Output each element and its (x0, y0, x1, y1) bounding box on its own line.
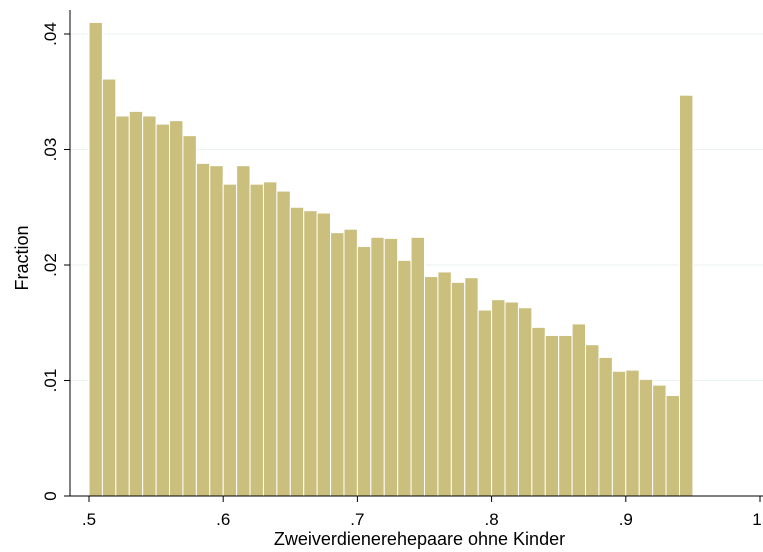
histogram-bar (343, 228, 358, 497)
histogram-bar (410, 236, 425, 497)
histogram-bar (115, 115, 130, 497)
histogram-bar (585, 344, 600, 497)
x-tick-label: .7 (350, 510, 364, 529)
histogram-bar (209, 165, 224, 497)
axes (64, 10, 763, 502)
histogram-bar (303, 210, 318, 497)
histogram-bar (101, 78, 117, 497)
histogram-bar (625, 369, 640, 497)
y-tick-label: 0 (41, 491, 60, 500)
y-tick-label: .03 (41, 138, 60, 162)
histogram-bar (571, 323, 587, 497)
histogram-bar (638, 378, 654, 497)
histogram-bar (450, 281, 466, 497)
histogram-bar (611, 370, 627, 497)
histogram-bar (477, 309, 493, 497)
histogram-bar (276, 190, 291, 497)
histogram-bar (195, 162, 211, 497)
histogram-bar (155, 123, 171, 497)
histogram-bar (182, 135, 197, 497)
histogram-bar (222, 183, 238, 497)
x-tick-label: .6 (216, 510, 230, 529)
x-tick-label: .5 (82, 510, 96, 529)
histogram-bar (558, 334, 573, 497)
histogram-bar (249, 183, 264, 497)
histogram-bar (464, 277, 479, 497)
histogram-bar (598, 356, 613, 497)
bars (88, 21, 694, 497)
histogram-bar (678, 94, 694, 497)
histogram-bar (316, 212, 332, 497)
histogram-bar (236, 165, 251, 497)
tick-labels: 0 .01 .02 .03 .04 .5 .6 .7 .8 .9 1 (41, 22, 762, 529)
histogram-bar (504, 301, 519, 497)
histogram-bar (652, 384, 667, 497)
histogram-bar (531, 326, 546, 497)
histogram-bar (128, 110, 144, 497)
histogram-bar (517, 307, 533, 497)
histogram-bar (665, 395, 680, 497)
histogram-bar (356, 246, 372, 497)
histogram-bar (88, 21, 103, 497)
y-tick-label: .02 (41, 253, 60, 277)
histogram-bar (289, 206, 305, 497)
histogram-bar (491, 299, 506, 497)
histogram-bar (397, 259, 412, 497)
histogram-bar (424, 276, 439, 497)
histogram-bar (370, 236, 385, 497)
x-tick-label: 1 (752, 510, 761, 529)
histogram-bar (262, 181, 278, 497)
x-axis-title: Zweiverdienerehepaare ohne Kinder (274, 529, 565, 549)
histogram-bar (330, 232, 345, 497)
x-tick-label: .9 (619, 510, 633, 529)
histogram-bar (169, 120, 184, 497)
y-tick-label: .01 (41, 369, 60, 393)
x-tick-label: .8 (485, 510, 499, 529)
histogram-bar (437, 271, 452, 497)
histogram-bar (142, 115, 157, 497)
histogram-bar (544, 334, 560, 497)
histogram-bar (383, 237, 399, 497)
y-tick-label: .04 (41, 22, 60, 46)
y-axis-title: Fraction (12, 225, 32, 290)
